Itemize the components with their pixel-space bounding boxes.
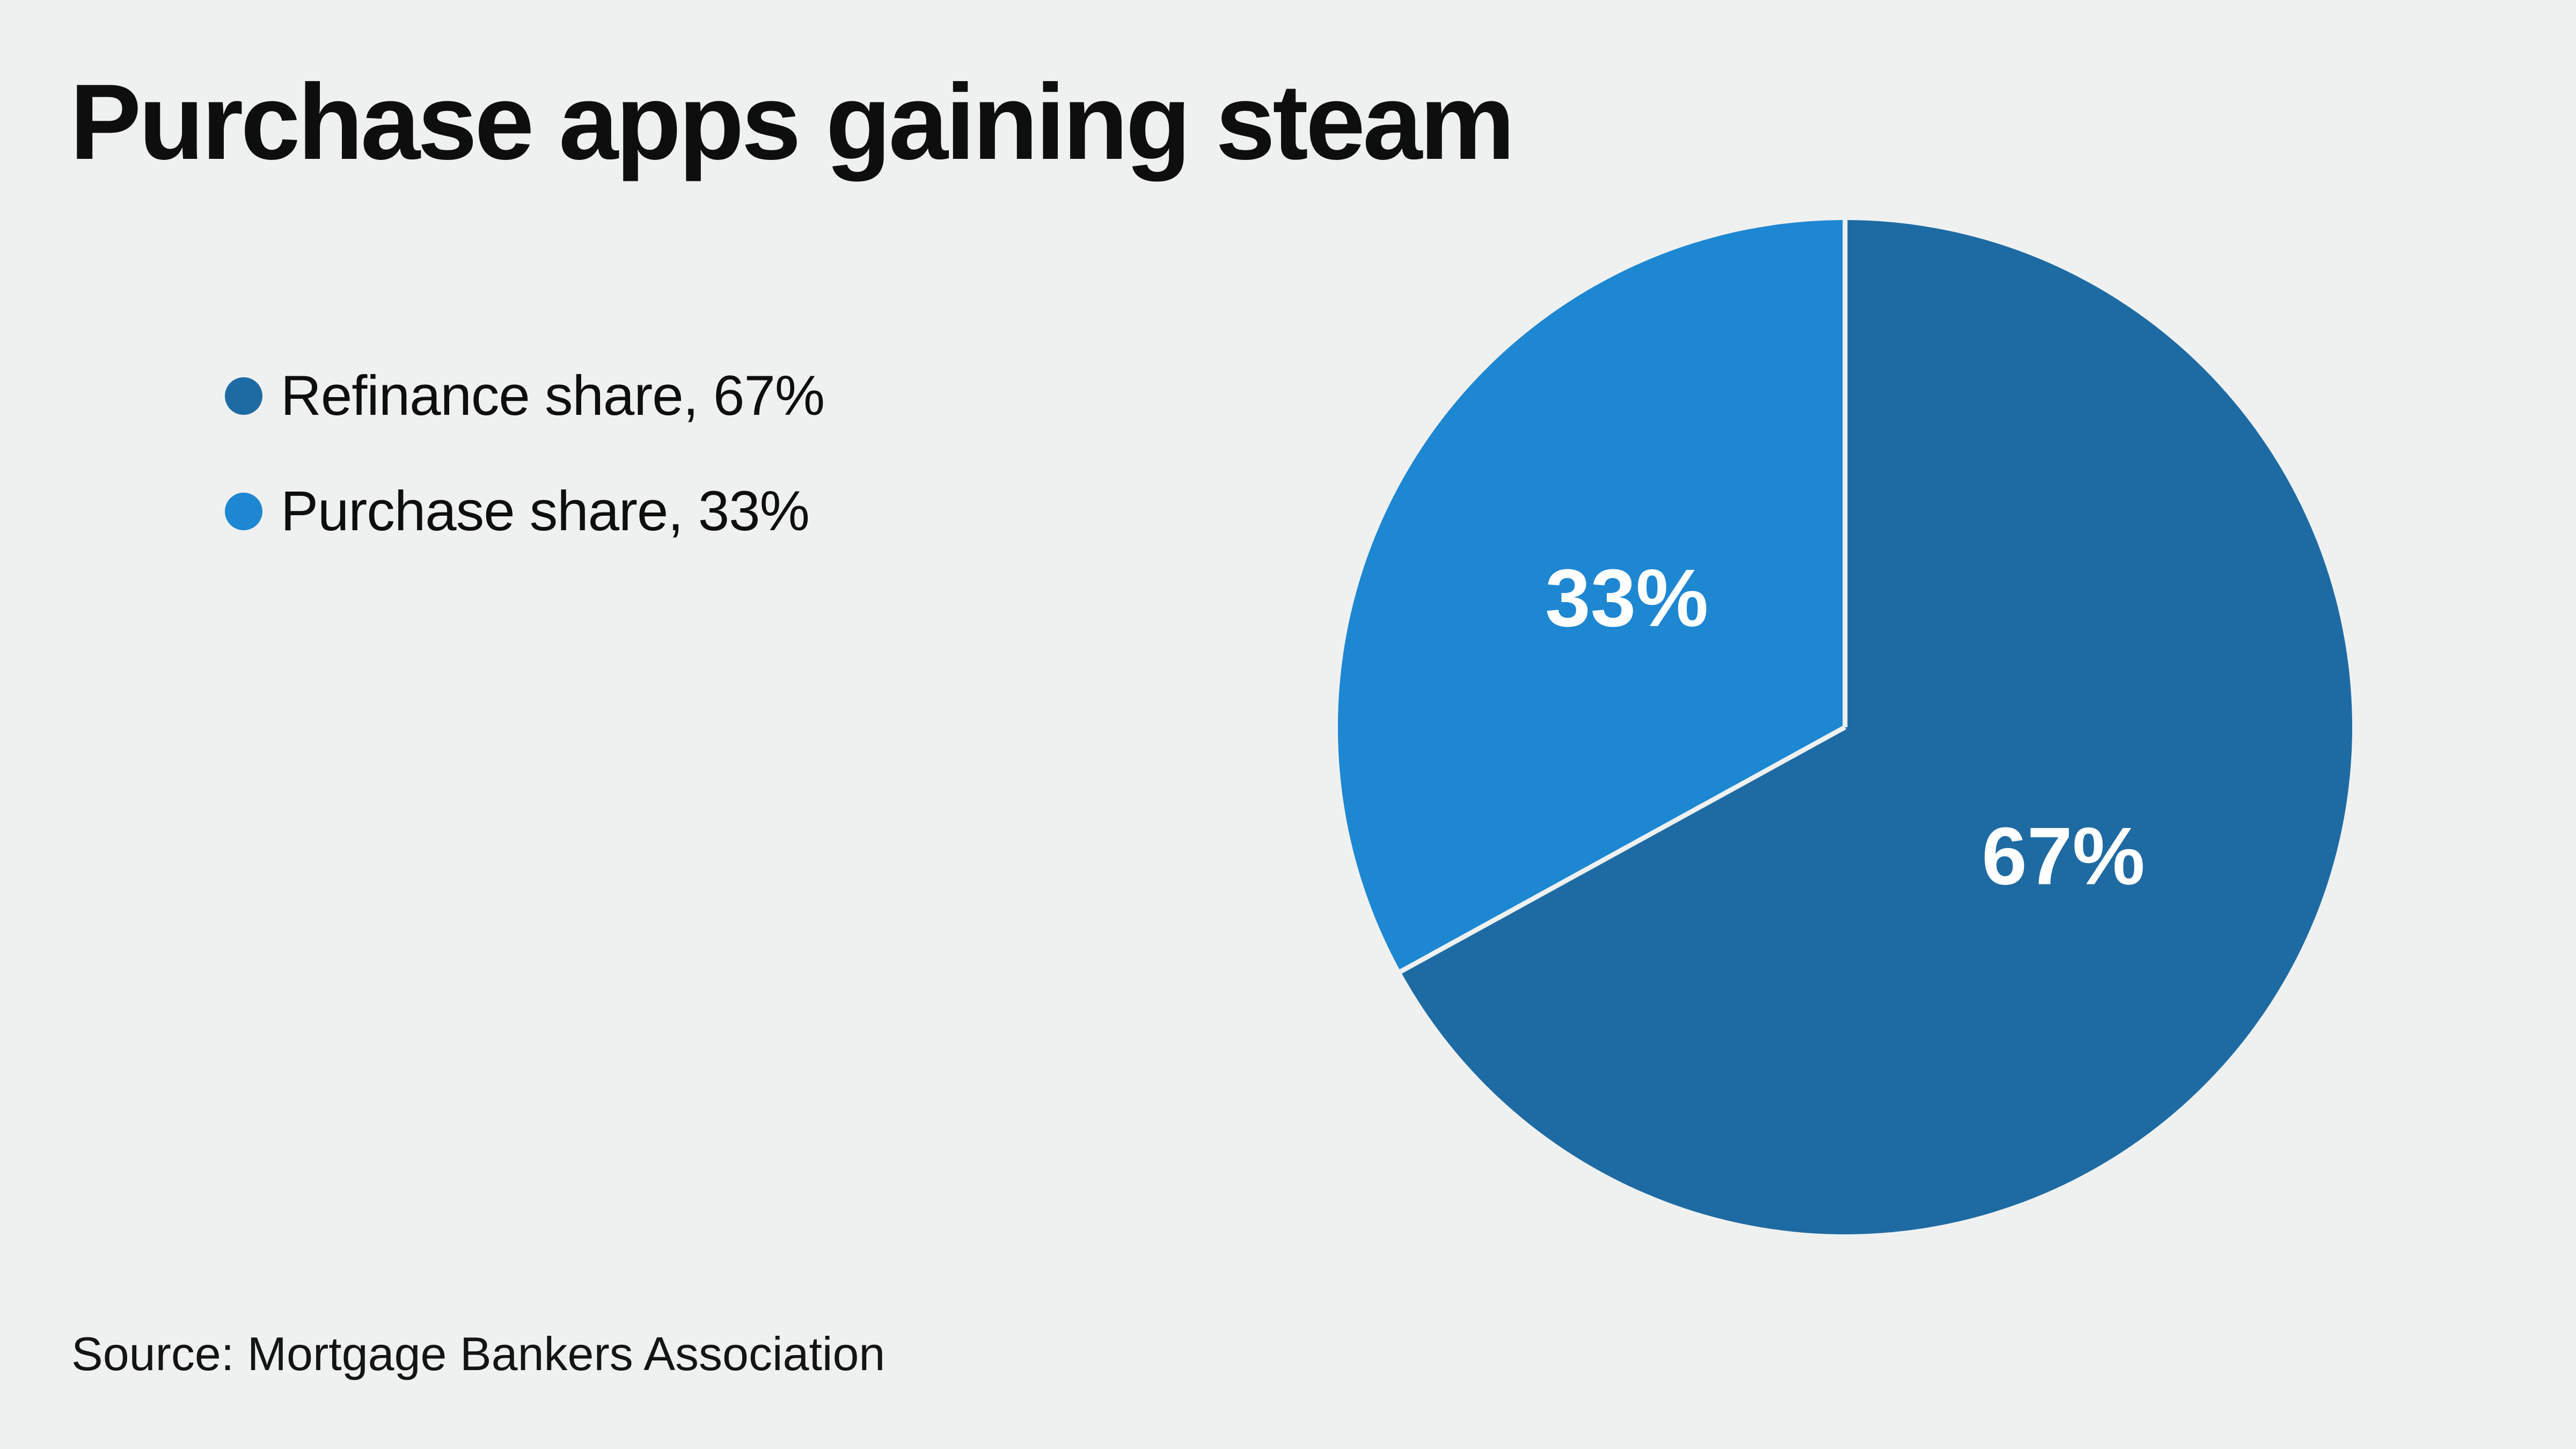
- source-note: Source: Mortgage Bankers Association: [71, 1327, 885, 1380]
- legend-item-purchase: Purchase share, 33%: [225, 480, 824, 543]
- legend-label-purchase: Purchase share, 33%: [281, 480, 810, 543]
- legend-label-refinance: Refinance share, 67%: [281, 364, 825, 427]
- pie-label-refinance: 67%: [1982, 811, 2145, 902]
- legend-item-refinance: Refinance share, 67%: [225, 364, 825, 427]
- pie-slice-refinance: [1400, 220, 2352, 1234]
- page-title: Purchase apps gaining steam: [70, 62, 1515, 182]
- legend: Refinance share, 67% Purchase share, 33%: [225, 364, 825, 543]
- legend-dot-purchase-icon: [225, 493, 262, 530]
- legend-dot-refinance-icon: [225, 377, 262, 415]
- slice-divider-lower-left: [1399, 725, 1847, 974]
- pie-slice-purchase: [1337, 220, 1845, 972]
- pie-label-purchase: 33%: [1545, 553, 1708, 644]
